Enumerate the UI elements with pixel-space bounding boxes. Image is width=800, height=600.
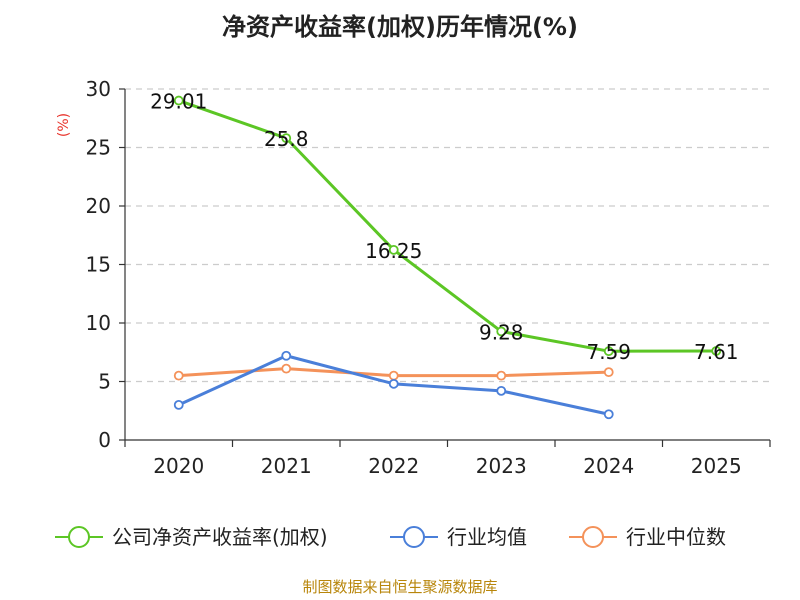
data-label: 7.61 bbox=[694, 340, 739, 364]
y-tick-label: 30 bbox=[86, 77, 111, 101]
y-tick-label: 25 bbox=[86, 136, 111, 160]
data-point bbox=[281, 363, 292, 374]
data-point bbox=[603, 367, 614, 378]
legend-item: 公司净资产收益率(加权) bbox=[55, 525, 328, 549]
legend-item: 行业均值 bbox=[390, 525, 527, 549]
data-point bbox=[711, 346, 722, 356]
y-tick-label: 20 bbox=[86, 194, 111, 218]
grid-lines bbox=[125, 88, 770, 383]
data-point bbox=[281, 133, 292, 144]
legend: 公司净资产收益率(加权) 行业均值 行业中位数 bbox=[55, 525, 726, 549]
legend-marker bbox=[403, 526, 425, 548]
data-labels: 29.01 25.8 16.25 9.28 7.59 7.61 bbox=[150, 90, 738, 365]
data-point bbox=[603, 409, 614, 420]
data-point bbox=[496, 370, 507, 381]
legend-label: 行业中位数 bbox=[626, 525, 726, 549]
data-point bbox=[603, 346, 614, 357]
chart-title: 净资产收益率(加权)历年情况(%) bbox=[222, 13, 578, 41]
data-label: 25.8 bbox=[264, 127, 309, 151]
x-tick-label: 2023 bbox=[476, 454, 527, 478]
y-tick-label: 0 bbox=[98, 428, 111, 452]
legend-label: 公司净资产收益率(加权) bbox=[112, 525, 328, 549]
legend-marker bbox=[582, 526, 604, 548]
data-point bbox=[388, 370, 399, 381]
y-tick-label: 15 bbox=[86, 253, 111, 277]
y-axis-label: (%) bbox=[56, 113, 72, 137]
data-point bbox=[173, 95, 184, 106]
data-label: 29.01 bbox=[150, 90, 207, 114]
legend-label: 行业均值 bbox=[447, 525, 527, 549]
data-label: 7.59 bbox=[586, 340, 631, 364]
data-point bbox=[388, 244, 399, 255]
series-1 bbox=[173, 350, 614, 420]
y-tick-label: 5 bbox=[98, 370, 111, 394]
data-point bbox=[496, 385, 507, 396]
data-point bbox=[281, 350, 292, 361]
legend-item: 行业中位数 bbox=[569, 525, 726, 549]
x-tick-label: 2021 bbox=[261, 454, 312, 478]
source-note: 制图数据来自恒生聚源数据库 bbox=[302, 578, 497, 596]
data-point bbox=[496, 326, 507, 337]
x-tick-label: 2020 bbox=[153, 454, 204, 478]
series bbox=[173, 95, 722, 420]
data-label: 9.28 bbox=[479, 320, 524, 344]
data-point bbox=[388, 378, 399, 389]
data-point bbox=[173, 370, 184, 381]
series-0 bbox=[173, 95, 722, 357]
y-tick-label: 10 bbox=[86, 311, 111, 335]
series-line bbox=[178, 99, 717, 353]
data-point bbox=[173, 399, 184, 410]
x-tick-label: 2024 bbox=[583, 454, 634, 478]
data-label: 16.25 bbox=[365, 239, 422, 263]
legend-marker bbox=[68, 526, 90, 548]
x-tick-label: 2025 bbox=[691, 454, 742, 478]
x-tick-label: 2022 bbox=[368, 454, 419, 478]
